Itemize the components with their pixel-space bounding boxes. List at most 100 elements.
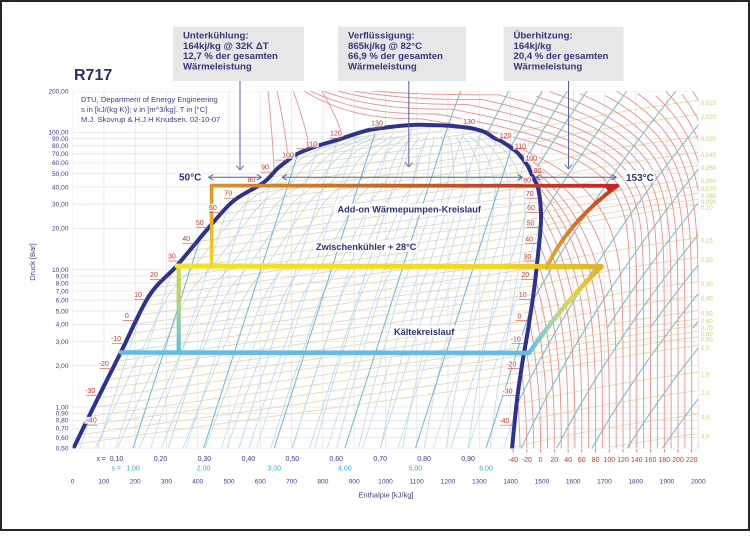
svg-text:2000: 2000 (691, 479, 706, 486)
svg-text:160: 160 (645, 457, 657, 464)
svg-text:0,060: 0,060 (701, 179, 717, 185)
svg-text:70,00: 70,00 (52, 151, 69, 158)
svg-text:2,00: 2,00 (197, 466, 211, 473)
svg-text:130: 130 (371, 120, 383, 127)
svg-text:12,7 % der gesamten: 12,7 % der gesamten (183, 51, 278, 62)
svg-text:10: 10 (134, 292, 142, 299)
svg-text:80: 80 (523, 178, 531, 185)
svg-text:153°C: 153°C (626, 173, 654, 184)
svg-text:Wärmeleistung: Wärmeleistung (514, 61, 583, 72)
svg-text:1,0: 1,0 (701, 346, 710, 352)
svg-text:Kältekreislauf: Kältekreislauf (394, 327, 455, 337)
svg-text:1700: 1700 (597, 479, 612, 486)
svg-text:9,00: 9,00 (56, 273, 69, 280)
svg-text:0,040: 0,040 (701, 153, 717, 159)
svg-text:0,90: 0,90 (701, 338, 713, 344)
svg-text:Verflüssigung:: Verflüssigung: (348, 31, 415, 42)
svg-text:100: 100 (525, 156, 537, 163)
svg-text:1300: 1300 (472, 479, 487, 486)
svg-text:1100: 1100 (410, 479, 425, 486)
svg-text:0,015: 0,015 (701, 101, 717, 107)
svg-text:100,00: 100,00 (48, 130, 69, 137)
svg-text:Add-on Wärmepumpen-Kreislauf: Add-on Wärmepumpen-Kreislauf (338, 205, 482, 215)
svg-text:120: 120 (500, 133, 512, 140)
svg-text:Druck [Bar]: Druck [Bar] (28, 243, 37, 281)
svg-text:1900: 1900 (660, 479, 675, 486)
svg-text:90,00: 90,00 (52, 136, 69, 143)
svg-text:900: 900 (349, 479, 360, 486)
svg-text:M.J. Skovrup & H.J.H Knudsen.: M.J. Skovrup & H.J.H Knudsen. 02-10-07 (81, 115, 220, 124)
svg-text:1500: 1500 (535, 479, 550, 486)
svg-text:20,4 % der gesamten: 20,4 % der gesamten (514, 51, 609, 62)
svg-text:3,00: 3,00 (267, 466, 281, 473)
svg-text:2,0: 2,0 (701, 391, 710, 397)
svg-text:500: 500 (223, 479, 234, 486)
svg-text:20: 20 (550, 457, 558, 464)
svg-text:180: 180 (658, 457, 670, 464)
svg-text:40: 40 (525, 237, 533, 244)
svg-text:-40: -40 (87, 418, 97, 425)
svg-text:3,00: 3,00 (56, 339, 69, 346)
svg-text:120: 120 (330, 131, 342, 138)
svg-text:R717: R717 (74, 67, 112, 84)
svg-text:0,40: 0,40 (701, 297, 713, 303)
svg-text:120: 120 (617, 457, 629, 464)
svg-text:0,80: 0,80 (56, 418, 69, 425)
svg-text:0,090: 0,090 (701, 200, 717, 206)
svg-text:0,40: 0,40 (242, 456, 256, 463)
svg-text:0,20: 0,20 (154, 456, 168, 463)
svg-text:Wärmeleistung: Wärmeleistung (183, 61, 252, 72)
svg-text:110: 110 (306, 141, 317, 148)
svg-text:-10: -10 (511, 337, 521, 344)
svg-text:1,00: 1,00 (126, 466, 140, 473)
svg-text:5,00: 5,00 (409, 466, 423, 473)
svg-text:66,9 % der gesamten: 66,9 % der gesamten (348, 51, 443, 62)
svg-text:6,00: 6,00 (56, 298, 69, 305)
svg-text:0,15: 0,15 (701, 239, 713, 245)
svg-text:4,00: 4,00 (56, 322, 69, 329)
svg-text:Überhitzung:: Überhitzung: (514, 31, 573, 42)
svg-text:3,0: 3,0 (701, 415, 710, 421)
svg-text:0,90: 0,90 (56, 411, 69, 418)
svg-text:70: 70 (526, 191, 534, 198)
svg-text:0,10: 0,10 (701, 206, 713, 212)
svg-text:130: 130 (463, 119, 475, 126)
svg-text:0,070: 0,070 (701, 187, 717, 193)
svg-text:164kj/kg @ 32K ΔT: 164kj/kg @ 32K ΔT (183, 41, 269, 52)
svg-text:0: 0 (539, 457, 543, 464)
svg-text:Unterkühlung:: Unterkühlung: (183, 31, 249, 42)
svg-text:1200: 1200 (441, 479, 456, 486)
svg-text:1600: 1600 (566, 479, 581, 486)
svg-text:0,60: 0,60 (701, 320, 713, 326)
svg-text:0,60: 0,60 (56, 435, 69, 442)
svg-text:80: 80 (592, 457, 600, 464)
svg-text:1,5: 1,5 (701, 373, 710, 379)
svg-text:110: 110 (515, 144, 526, 151)
svg-text:0,50: 0,50 (701, 312, 713, 318)
svg-text:164kj/kg: 164kj/kg (514, 41, 552, 52)
svg-text:600: 600 (255, 479, 266, 486)
svg-text:40,00: 40,00 (52, 184, 69, 191)
svg-text:70: 70 (224, 191, 232, 198)
svg-text:4,0: 4,0 (701, 434, 710, 440)
svg-text:4,00: 4,00 (338, 466, 352, 473)
svg-text:1000: 1000 (378, 479, 393, 486)
svg-text:0,80: 0,80 (701, 332, 713, 338)
svg-text:60: 60 (578, 457, 586, 464)
svg-text:400: 400 (192, 479, 203, 486)
svg-text:0,20: 0,20 (701, 258, 713, 264)
svg-text:100: 100 (98, 479, 109, 486)
svg-text:0: 0 (518, 313, 522, 320)
svg-text:20: 20 (150, 272, 158, 279)
svg-text:-20: -20 (522, 457, 532, 464)
svg-text:800: 800 (317, 479, 328, 486)
svg-text:0,70: 0,70 (373, 456, 387, 463)
svg-text:10,00: 10,00 (52, 267, 69, 274)
svg-text:50°C: 50°C (179, 173, 201, 184)
svg-text:1800: 1800 (628, 479, 643, 486)
svg-text:200: 200 (672, 457, 684, 464)
svg-text:0,30: 0,30 (198, 456, 212, 463)
svg-text:0: 0 (71, 479, 75, 486)
svg-text:80: 80 (248, 177, 256, 184)
svg-text:140: 140 (631, 457, 643, 464)
